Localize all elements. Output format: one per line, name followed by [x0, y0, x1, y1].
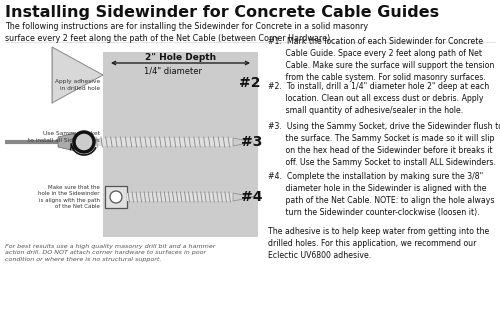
Text: #2.  To install, drill a 1/4" diameter hole 2" deep at each
       location. Cle: #2. To install, drill a 1/4" diameter ho…	[268, 82, 489, 115]
Text: For best results use a high quality masonry drill bit and a hammer
action drill.: For best results use a high quality maso…	[5, 244, 216, 262]
Text: Installing Sidewinder for Concrete Cable Guides: Installing Sidewinder for Concrete Cable…	[5, 5, 439, 20]
Circle shape	[74, 132, 94, 152]
Text: The following instructions are for installing the Sidewinder for Concrete in a s: The following instructions are for insta…	[5, 22, 368, 43]
Polygon shape	[52, 47, 103, 103]
Text: #3.  Using the Sammy Socket, drive the Sidewinder flush to
       the surface. T: #3. Using the Sammy Socket, drive the Si…	[268, 122, 500, 167]
Polygon shape	[233, 193, 253, 201]
Text: #1.  Mark the location of each Sidewinder for Concrete
       Cable Guide. Space: #1. Mark the location of each Sidewinder…	[268, 37, 494, 82]
Text: 1/4" diameter: 1/4" diameter	[144, 66, 202, 75]
Bar	[127, 193, 235, 201]
Text: #4: #4	[241, 190, 263, 204]
Text: #4.  Complete the installation by making sure the 3/8"
       diameter hole in t: #4. Complete the installation by making …	[268, 172, 494, 217]
Text: Use Sammy Socket
to install all Sidewinders: Use Sammy Socket to install all Sidewind…	[28, 131, 100, 143]
Text: #3: #3	[242, 135, 262, 149]
Circle shape	[110, 191, 122, 203]
Text: 2" Hole Depth: 2" Hole Depth	[145, 52, 216, 61]
Bar	[94, 138, 235, 146]
Polygon shape	[58, 133, 75, 151]
Text: Apply adhesive
in drilled hole: Apply adhesive in drilled hole	[55, 79, 100, 91]
Polygon shape	[233, 138, 253, 146]
Bar	[105, 186, 127, 208]
Text: The adhesive is to help keep water from getting into the
drilled holes. For this: The adhesive is to help keep water from …	[268, 227, 489, 260]
Bar	[103, 52, 258, 237]
Text: #2: #2	[240, 76, 261, 90]
Text: Make sure that the
hole in the Sidewinder
is aligns with the path
of the Net Cab: Make sure that the hole in the Sidewinde…	[38, 185, 100, 209]
